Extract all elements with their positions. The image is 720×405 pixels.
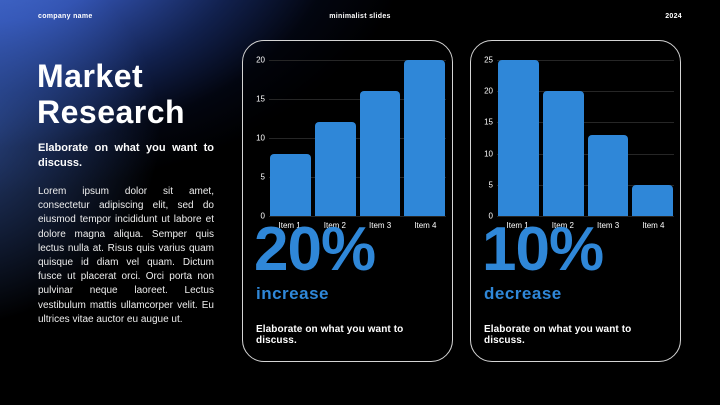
- deck-title-label: minimalist slides: [329, 13, 391, 20]
- y-tick-label: 15: [256, 94, 265, 104]
- y-tick-label: 5: [260, 172, 265, 182]
- card-caption: Elaborate on what you want to discuss.: [256, 324, 404, 346]
- stat-label: increase: [256, 284, 329, 303]
- gridline: [497, 153, 674, 155]
- bar: [632, 184, 673, 216]
- gridline: [269, 216, 446, 217]
- gridline: [269, 138, 446, 139]
- x-category-label: Item 1: [506, 221, 529, 230]
- y-tick-label: 10: [256, 133, 265, 143]
- page-title: Market Research: [37, 58, 186, 130]
- category-labels: Item 1 Item 2 Item 3 Item 4: [497, 221, 674, 230]
- gridline: [497, 216, 674, 217]
- plot-area: 0 5 10 15 20 25: [484, 56, 674, 221]
- bar: [314, 122, 356, 216]
- y-tick-label: 0: [488, 211, 493, 221]
- stat-value: 20%: [254, 215, 376, 284]
- stat-card-decrease: 0 5 10 15 20 25 Item 1 Item 2 Item 3 Item 4 10% …: [470, 40, 681, 362]
- card-caption: Elaborate on what you want to discuss.: [484, 324, 632, 346]
- x-category-label: Item 3: [369, 221, 392, 230]
- company-name-label: company name: [38, 13, 93, 20]
- stat-card-increase: 0 5 10 15 20 Item 1 Item 2 Item 3 Item 4 20% in…: [242, 40, 453, 362]
- gridline: [269, 177, 446, 178]
- x-category-label: Item 4: [414, 221, 437, 230]
- bar: [404, 60, 445, 216]
- stat-value: 10%: [482, 215, 604, 284]
- bar: [587, 134, 629, 216]
- y-tick-label: 10: [484, 149, 493, 159]
- x-category-label: Item 2: [323, 221, 346, 230]
- y-tick-label: 15: [484, 117, 493, 127]
- gridline: [269, 60, 446, 61]
- y-tick-label: 20: [484, 86, 493, 96]
- plot-area: 0 5 10 15 20: [256, 56, 446, 221]
- bar: [542, 91, 584, 216]
- x-category-label: Item 2: [551, 221, 574, 230]
- x-category-label: Item 1: [278, 221, 301, 230]
- gridline: [497, 122, 674, 124]
- x-category-label: Item 4: [642, 221, 665, 230]
- body-paragraph: Lorem ipsum dolor sit amet, consectetur …: [38, 186, 214, 325]
- gridline: [497, 184, 674, 186]
- year-label: 2024: [665, 13, 682, 20]
- bar: [359, 91, 401, 216]
- y-tick-label: 25: [484, 55, 493, 65]
- bars-row: [498, 60, 673, 216]
- category-labels: Item 1 Item 2 Item 3 Item 4: [269, 221, 446, 230]
- page-subtitle: Elaborate on what you want to discuss.: [38, 142, 214, 169]
- y-tick-label: 20: [256, 55, 265, 65]
- stat-label: decrease: [484, 284, 562, 303]
- gridline: [497, 91, 674, 93]
- bars-row: [270, 60, 445, 216]
- gridline: [497, 60, 674, 61]
- bar: [270, 153, 311, 216]
- y-tick-label: 0: [260, 211, 265, 221]
- gridline: [269, 99, 446, 100]
- x-category-label: Item 3: [597, 221, 620, 230]
- y-tick-label: 5: [488, 180, 493, 190]
- bar: [498, 60, 539, 216]
